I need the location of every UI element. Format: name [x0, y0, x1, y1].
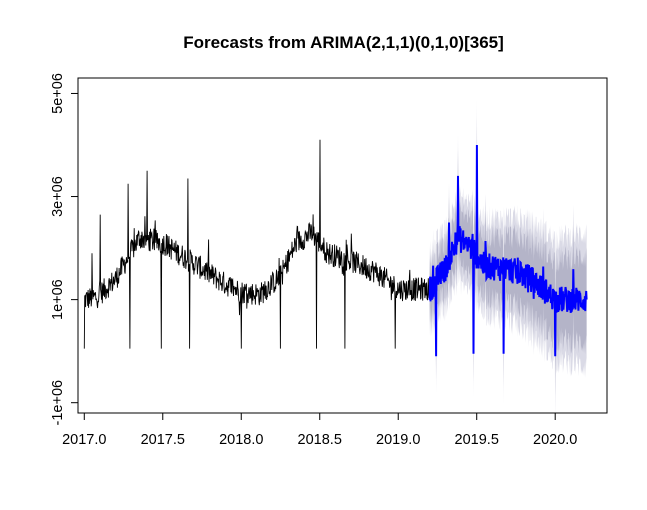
x-tick-label: 2020.0 [533, 432, 577, 448]
y-axis: -1e+06 1e+06 3e+06 5e+06 [50, 73, 79, 426]
history-series [83, 139, 431, 349]
x-axis: 2017.0 2017.5 2018.0 2018.5 2019.0 2019.5 2020… [62, 412, 577, 448]
history-line [83, 139, 431, 349]
x-tick-label: 2018.5 [298, 432, 342, 448]
y-tick-label: -1e+06 [50, 380, 66, 426]
forecast-line [428, 144, 588, 357]
y-tick-label: 3e+06 [50, 176, 66, 217]
x-tick-label: 2019.0 [376, 432, 420, 448]
interval-80-area [429, 115, 587, 396]
x-tick-label: 2017.0 [62, 432, 106, 448]
forecast-interval-80 [429, 115, 587, 396]
chart-title: Forecasts from ARIMA(2,1,1)(0,1,0)[365] [183, 33, 504, 52]
x-tick-label: 2018.0 [219, 432, 263, 448]
x-tick-label: 2019.5 [455, 432, 499, 448]
forecast-series [428, 144, 588, 357]
x-tick-label: 2017.5 [141, 432, 185, 448]
y-tick-label: 1e+06 [50, 279, 66, 320]
y-tick-label: 5e+06 [50, 73, 66, 114]
